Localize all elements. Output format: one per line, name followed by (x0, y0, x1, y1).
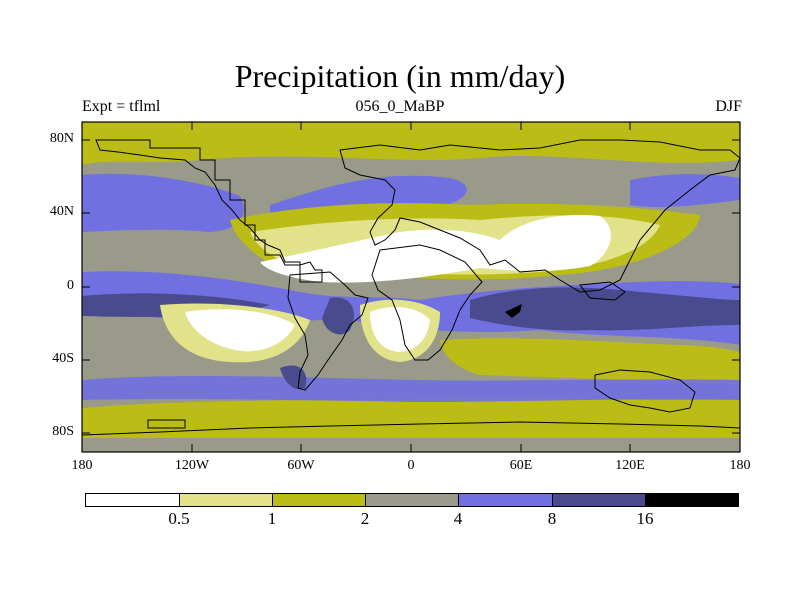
outline-antarctica (82, 421, 740, 436)
legend-label-4: 4 (453, 509, 463, 528)
lat-label-40n: 40N (49, 204, 74, 219)
outline-maritime-continent (579, 281, 626, 301)
legend-swatch-3 (365, 493, 458, 507)
legend-swatch-5 (552, 493, 645, 507)
legend-label-8: 8 (547, 509, 557, 528)
lon-label-60e: 60E (509, 458, 533, 473)
field-south-pacific-white (185, 309, 295, 352)
outline-australia (594, 369, 696, 413)
field-northwest-pacific-blue (630, 174, 740, 208)
legend-swatch-1 (179, 493, 272, 507)
legend-swatch-6 (645, 493, 739, 507)
legend-swatch-4 (458, 493, 552, 507)
map-title: Precipitation (in mm/day) (234, 58, 566, 94)
outline-small-island (147, 419, 186, 429)
field-max-precip-black (505, 304, 522, 318)
lon-label-0: 0 (407, 458, 415, 473)
legend-label-2: 2 (360, 509, 370, 528)
lat-label-80n: 80N (49, 131, 74, 146)
outline-eurasia (339, 139, 740, 293)
lon-label-120w: 120W (174, 458, 210, 473)
field-north-pacific-blue (82, 173, 244, 232)
outline-africa (371, 244, 483, 361)
lat-label-0: 0 (67, 278, 74, 293)
legend-label-1: 1 (267, 509, 277, 528)
legend-label-16: 16 (636, 509, 654, 528)
field-south-africa-white (370, 306, 430, 352)
lat-label-80s: 80S (52, 424, 74, 439)
time-label: 056_0_MaBP (355, 98, 445, 115)
lon-label-180e: 180 (729, 458, 751, 473)
field-itcz-indian-darkblue (470, 287, 740, 331)
field-southern-subtropics-olive (440, 338, 740, 385)
continent-outlines (82, 139, 740, 436)
legend-swatch-0 (85, 493, 179, 507)
field-south-atlantic-darkblue (280, 365, 307, 390)
outline-south-america (287, 271, 369, 391)
lon-label-180w: 180 (71, 458, 93, 473)
lat-label-40s: 40S (52, 351, 74, 366)
lon-label-120e: 120E (615, 458, 645, 473)
map-field (82, 122, 740, 452)
season-label: DJF (715, 98, 742, 115)
lon-label-60w: 60W (287, 458, 315, 473)
field-south-america-darkblue (322, 297, 354, 335)
outline-north-america (95, 139, 323, 283)
legend-swatch-2 (272, 493, 365, 507)
experiment-label: Expt = tflml (82, 98, 161, 115)
field-southern-storm-track-blue (82, 375, 740, 402)
axis-ticks (81, 122, 741, 452)
field-arctic-olive (82, 122, 740, 165)
legend-label-0-5: 0.5 (168, 509, 190, 528)
